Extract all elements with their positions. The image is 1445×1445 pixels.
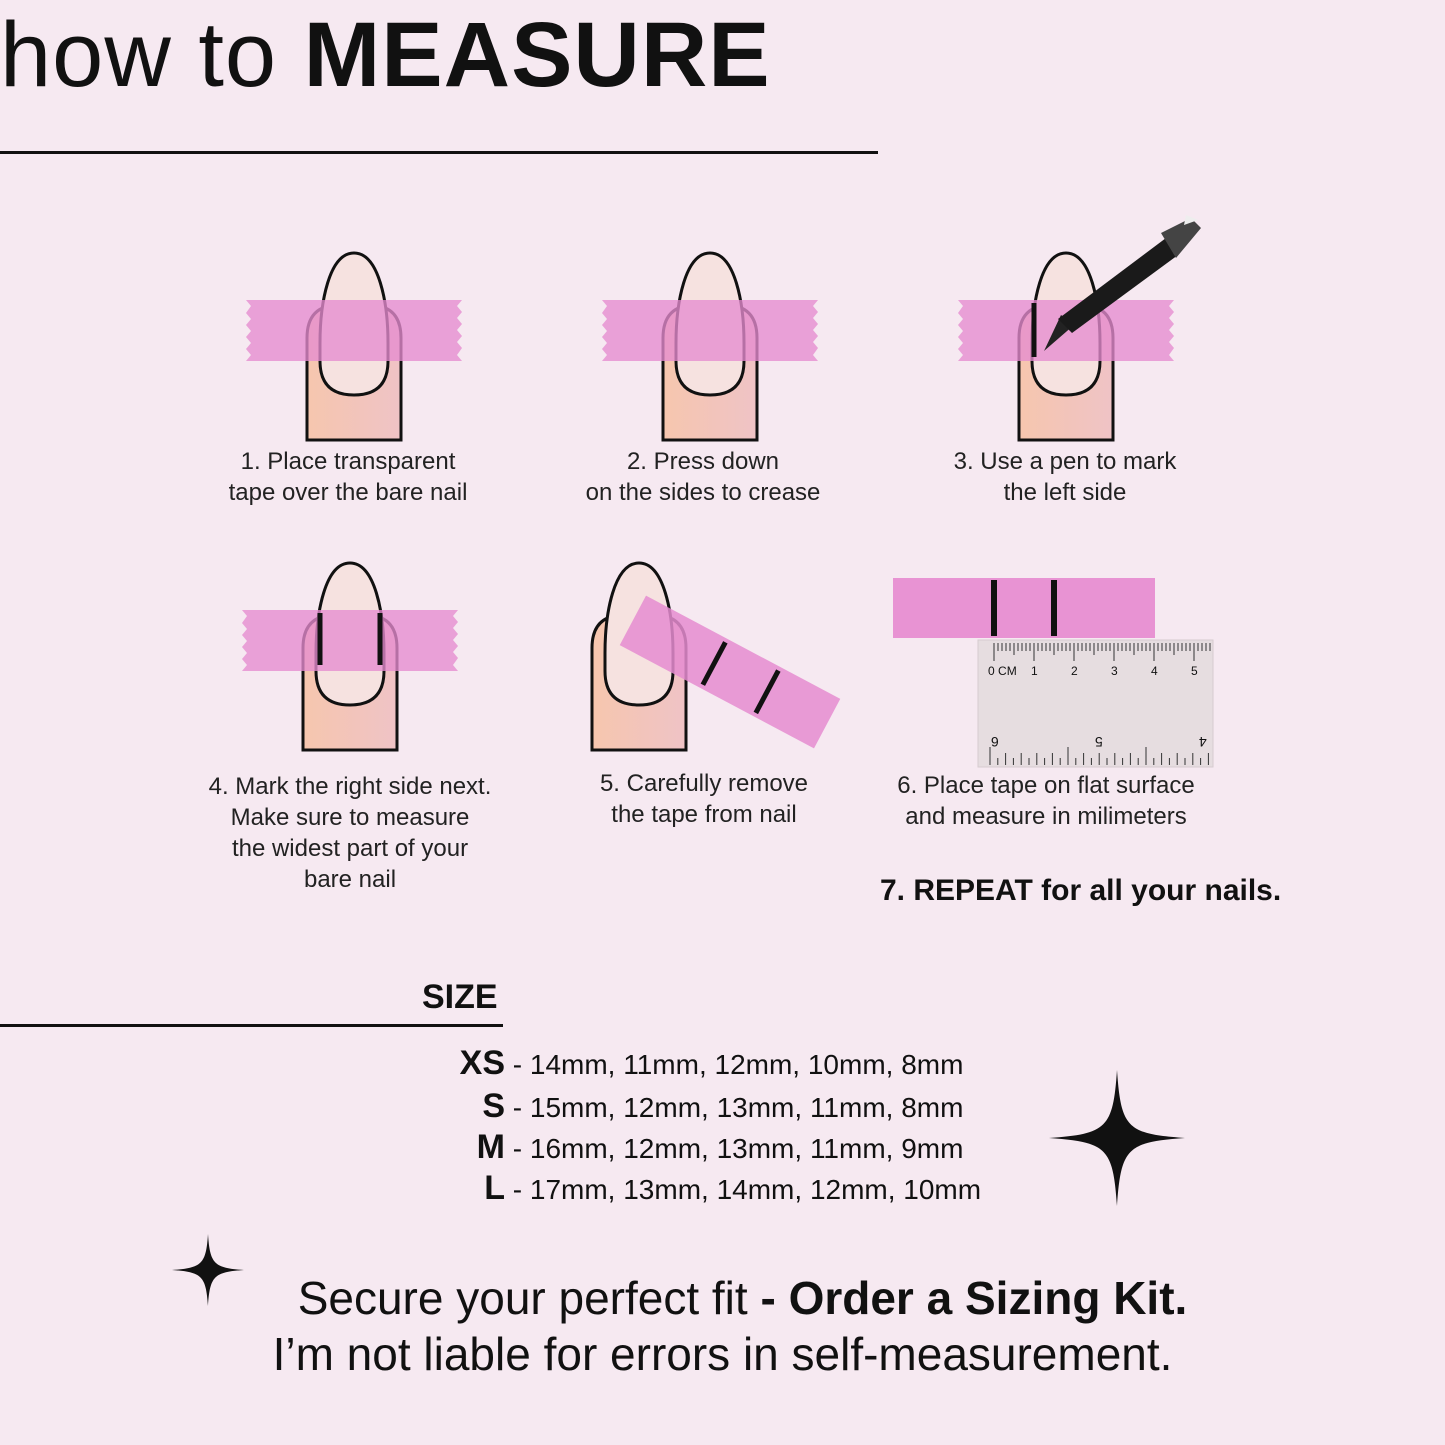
ruler-label: 1 (1031, 664, 1038, 678)
title-underline (0, 151, 878, 154)
step-5-illustration (590, 561, 841, 752)
size-row-xs: XS - 14mm, 11mm, 12mm, 10mm, 8mm (459, 1044, 964, 1082)
step-3-caption: 3. Use a pen to mark the left side (953, 448, 1177, 506)
repeat-instruction: 7. REPEAT for all your nails. (880, 874, 1282, 907)
step-6-caption: 6. Place tape on flat surface and measure… (897, 772, 1195, 830)
page-title: how to MEASURE (0, 0, 1445, 110)
sizing-kit-link[interactable]: - Order a Sizing Kit. (760, 1272, 1188, 1324)
title-bold: MEASURE (303, 4, 771, 106)
size-heading: SIZE (422, 978, 498, 1016)
step-2-caption: 2. Press down on the sides to crease (585, 448, 821, 506)
ruler-label: 4 (1151, 664, 1158, 678)
pen-icon (1044, 215, 1201, 351)
ruler-label: 6 (991, 734, 999, 750)
step-3-illustration (958, 215, 1201, 442)
ruler-label: 5 (1095, 734, 1103, 750)
ruler-label: 2 (1071, 664, 1078, 678)
size-row-l: L - 17mm, 13mm, 14mm, 12mm, 10mm (484, 1169, 982, 1207)
step-1-caption: 1. Place transparent tape over the bare n… (228, 448, 468, 506)
step-4-caption: 4. Mark the right side next. Make sure to… (208, 773, 492, 893)
step-6-illustration (893, 578, 1214, 768)
ruler-unit: 0 CM (988, 664, 1017, 678)
sparkle-icon (172, 1234, 244, 1306)
sparkle-icon (1049, 1070, 1185, 1206)
step-1-illustration (246, 251, 462, 442)
size-row-s: S - 15mm, 12mm, 13mm, 11mm, 8mm (482, 1087, 964, 1125)
step-4-illustration (242, 561, 458, 752)
size-underline (0, 1024, 503, 1027)
footer-disclaimer: I’m not liable for errors in self-measur… (272, 1328, 1173, 1380)
size-row-m: M - 16mm, 12mm, 13mm, 11mm, 9mm (476, 1128, 964, 1166)
step-5-caption: 5. Carefully remove the tape from nail (599, 770, 809, 828)
ruler-label: 5 (1191, 664, 1198, 678)
step-2-illustration (602, 251, 818, 442)
title-light: how to (0, 4, 304, 106)
ruler-label: 4 (1199, 734, 1207, 750)
ruler-icon (977, 639, 1214, 768)
footer-cta: Secure your perfect fit - Order a Sizing… (297, 1272, 1188, 1324)
ruler-label: 3 (1111, 664, 1118, 678)
